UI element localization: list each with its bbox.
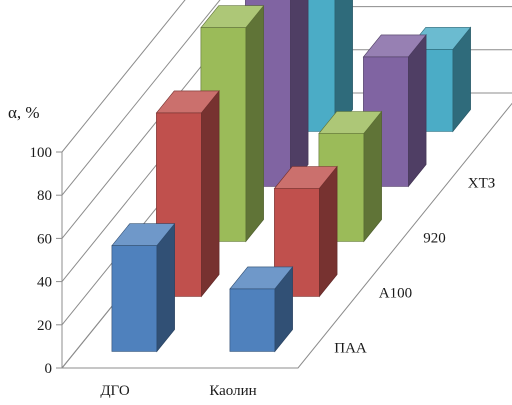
- series-label: ХТЗ: [468, 176, 496, 192]
- y-tick-label: 60: [37, 231, 52, 247]
- y-tick-label: 80: [37, 188, 52, 204]
- axis-labels: 020406080100ДГОКаолинПААА100920ХТЗANa: [30, 145, 496, 399]
- bar-ПАА-ДГО: [111, 222, 176, 353]
- y-tick-label: 40: [37, 275, 52, 291]
- bar-ПАА-Каолин: [229, 266, 294, 353]
- category-label: Каолин: [209, 383, 256, 399]
- series-label: ПАА: [334, 341, 367, 357]
- gridline: [61, 0, 186, 153]
- category-label: ДГО: [100, 383, 130, 399]
- y-tick-label: 100: [30, 145, 53, 161]
- y-tick-label: 0: [45, 361, 53, 377]
- y-tick-label: 20: [37, 318, 52, 334]
- gridline: [61, 0, 256, 239]
- gridline: [61, 0, 221, 196]
- y-axis-title: α, %: [8, 103, 40, 122]
- bars: [111, 0, 472, 353]
- series-label: А100: [379, 286, 412, 302]
- series-label: 920: [423, 231, 446, 247]
